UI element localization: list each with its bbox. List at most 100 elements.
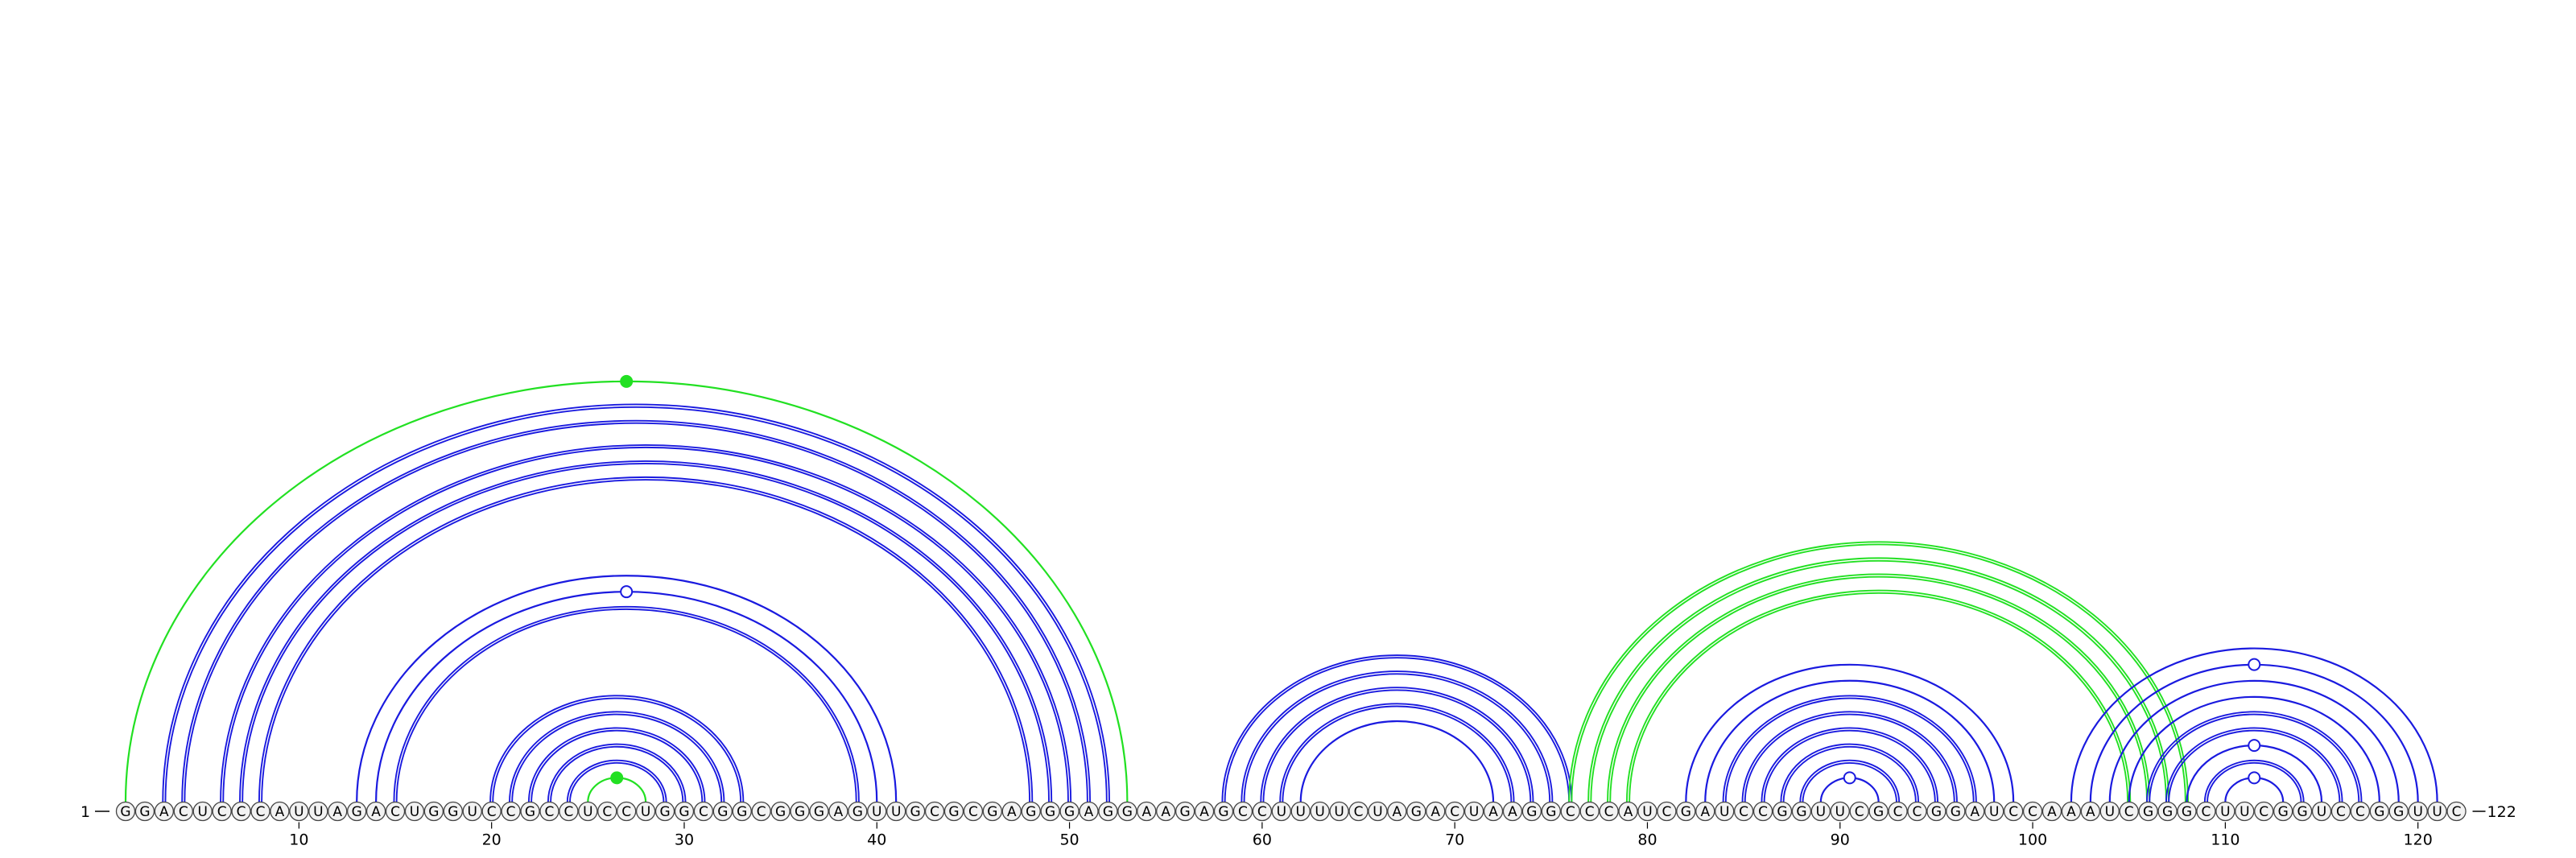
nucleotide-circle <box>2427 801 2447 822</box>
nucleotide-letter: G <box>1045 804 1055 820</box>
nucleotide-circle <box>732 801 752 822</box>
nucleotide-letter: G <box>1951 804 1961 820</box>
nucleotide-circle <box>2273 801 2293 822</box>
tick-label: 70 <box>1445 831 1464 849</box>
nucleotide-letter: C <box>1855 804 1864 820</box>
nucleotide-letter: C <box>256 804 266 820</box>
tick-label: 30 <box>675 831 694 849</box>
nucleotide-letter: C <box>1354 804 1364 820</box>
nucleotide-letter: G <box>139 804 150 820</box>
base-pair-arc <box>1761 727 1938 802</box>
nucleotide-letter: C <box>217 804 227 820</box>
open-marker <box>2248 771 2261 785</box>
nucleotide-circle <box>1984 801 2004 822</box>
nucleotide-circle <box>2080 801 2101 822</box>
nucleotide-letter: U <box>2240 804 2249 820</box>
nucleotide-letter: A <box>1970 804 1979 820</box>
sequence-start-label: 1 <box>80 803 90 821</box>
nucleotide-letter: G <box>737 804 747 820</box>
nucleotide-circle <box>943 801 964 822</box>
nucleotide-letter: C <box>968 804 978 820</box>
nucleotide-letter: G <box>2143 804 2153 820</box>
nucleotide-letter: C <box>1662 804 1671 820</box>
nucleotide-circle <box>635 801 656 822</box>
nucleotide-letter: G <box>2393 804 2404 820</box>
nucleotide-circle <box>134 801 155 822</box>
nucleotide-letter: U <box>2220 804 2230 820</box>
tick-label: 10 <box>289 831 308 849</box>
tick-label: 40 <box>867 831 886 849</box>
base-pair-arc <box>1262 689 1532 802</box>
nucleotide-circle <box>2041 801 2062 822</box>
nucleotide-circle <box>674 801 695 822</box>
nucleotide-letter: U <box>872 804 881 820</box>
base-pair-arc <box>527 727 706 802</box>
nucleotide-circle <box>1521 801 1542 822</box>
base-pair-arc <box>1609 575 2148 802</box>
nucleotide-letter: G <box>948 804 959 820</box>
nucleotide-circle <box>578 801 598 822</box>
nucleotide-letter: A <box>159 804 169 820</box>
nucleotide-circle <box>1310 801 1330 822</box>
nucleotide-letter: G <box>448 804 458 820</box>
nucleotide-letter: U <box>1989 804 1999 820</box>
nucleotide-letter: U <box>294 804 303 820</box>
nucleotide-letter: G <box>987 804 997 820</box>
nucleotide-circle <box>1965 801 1985 822</box>
nucleotide-circle <box>1213 801 1234 822</box>
base-pair-arc <box>1243 673 1551 802</box>
nucleotide-circle <box>308 801 328 822</box>
base-pair-arc <box>1799 759 1901 802</box>
nucleotide-circle <box>1888 801 1908 822</box>
base-pair-arc <box>258 476 1034 802</box>
nucleotide-circle <box>1483 801 1504 822</box>
nucleotide-letter: A <box>2047 804 2057 820</box>
nucleotide-letter: U <box>2413 804 2422 820</box>
nucleotide-circle <box>1772 801 1793 822</box>
nucleotide-letter: U <box>313 804 323 820</box>
base-pair-arc <box>2070 647 2438 802</box>
base-pair-arcs <box>124 374 2438 802</box>
base-pair-arc <box>547 743 687 802</box>
base-pair-arc <box>393 605 860 802</box>
nucleotide-letter: G <box>1931 804 1942 820</box>
sequence-end-label: 122 <box>2487 803 2516 821</box>
open-marker <box>620 585 634 599</box>
base-pair-arc <box>1763 729 1936 802</box>
base-pair-arc <box>1780 743 1920 802</box>
nucleotide-letter: A <box>2066 804 2076 820</box>
nucleotide-letter: U <box>1296 804 1306 820</box>
base-pair-arc <box>1607 573 2151 802</box>
nucleotide-letter: U <box>197 804 207 820</box>
nucleotide-circle <box>654 801 675 822</box>
position-ticks: 10 20 30 40 50 60 70 80 90 100 110 120 <box>289 822 2433 849</box>
nucleotide-circle <box>1271 801 1291 822</box>
nucleotide-circle <box>212 801 232 822</box>
nucleotide-circle <box>1715 801 1735 822</box>
nucleotide-letter: C <box>602 804 612 820</box>
nucleotide-circle <box>2330 801 2351 822</box>
base-pair-arc <box>220 443 1072 802</box>
nucleotide-circle <box>2235 801 2255 822</box>
nucleotide-circle <box>1137 801 1157 822</box>
nucleotide-circle <box>289 801 309 822</box>
nucleotide-letter: G <box>2182 804 2192 820</box>
nucleotide-letter: C <box>545 804 555 820</box>
base-pair-arc <box>239 460 1053 802</box>
nucleotide-letter: A <box>834 804 844 820</box>
nucleotide-letter: C <box>757 804 766 820</box>
nucleotide-circle <box>559 801 579 822</box>
nucleotide-circle <box>617 801 637 822</box>
base-pair-arc <box>1571 543 2186 802</box>
nucleotide-circle <box>1156 801 1176 822</box>
nucleotide-letter: C <box>2202 804 2211 820</box>
nucleotide-letter: G <box>1064 804 1075 820</box>
base-pair-arc <box>550 745 684 802</box>
nucleotide-letter: C <box>621 804 631 820</box>
nucleotide-circle <box>828 801 848 822</box>
base-pair-arc <box>242 463 1050 802</box>
nucleotide-circle <box>2177 801 2197 822</box>
nucleotide-circle <box>1733 801 1754 822</box>
nucleotide-circle <box>481 801 502 822</box>
